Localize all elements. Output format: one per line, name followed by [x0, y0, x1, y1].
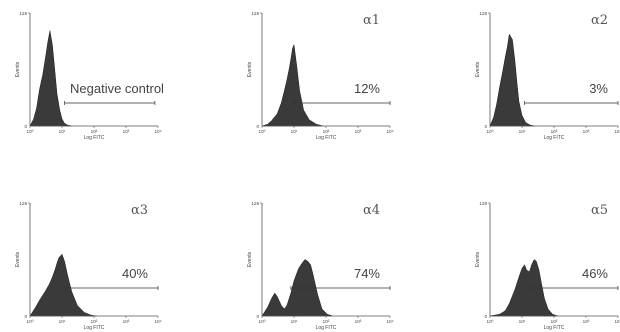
y-tick-label: 128 — [479, 201, 487, 206]
x-tick-label: 10² — [323, 129, 330, 134]
x-tick-label: 10¹ — [59, 319, 66, 324]
histogram-panel-4: 10⁰ 10¹ 10² 10³ 10⁴ 128 0 Log FITC Events 40% α3 — [15, 201, 162, 331]
x-tick-label: 10² — [551, 319, 558, 324]
x-tick-label: 10⁰ — [487, 319, 494, 324]
x-axis-title: Log FITC — [316, 325, 337, 331]
y-tick-label: 0 — [256, 314, 259, 319]
y-axis-title: Events — [15, 61, 21, 77]
panel-title: α2 — [591, 13, 608, 28]
x-tick-label: 10³ — [123, 319, 130, 324]
x-tick-label: 10² — [91, 319, 98, 324]
histogram-panel-2: 10⁰ 10¹ 10² 10³ 10⁴ 128 0 Log FITC Events 12% α1 — [247, 11, 394, 141]
panel-annotation: 74% — [354, 266, 380, 281]
x-axis-title: Log FITC — [544, 325, 565, 331]
x-tick-label: 10³ — [355, 129, 362, 134]
y-axis-title: Events — [475, 61, 481, 77]
x-tick-label: 10³ — [583, 129, 590, 134]
x-tick-label: 10⁴ — [614, 319, 620, 324]
y-axis-title: Events — [247, 251, 253, 267]
y-tick-label: 0 — [484, 124, 487, 129]
x-tick-label: 10¹ — [291, 129, 298, 134]
x-tick-label: 10⁴ — [386, 129, 393, 134]
y-axis-title: Events — [475, 251, 481, 267]
x-tick-label: 10³ — [583, 319, 590, 324]
panel-annotation: 46% — [582, 266, 608, 281]
x-tick-label: 10⁰ — [487, 129, 494, 134]
x-tick-label: 10⁴ — [614, 129, 620, 134]
x-tick-label: 10¹ — [291, 319, 298, 324]
y-tick-label: 128 — [479, 11, 487, 16]
x-tick-label: 10⁰ — [259, 129, 266, 134]
x-tick-label: 10² — [323, 319, 330, 324]
histogram-panel-3: 10⁰ 10¹ 10² 10³ 10⁴ 128 0 Log FITC Events 3% α2 — [475, 11, 620, 141]
y-tick-label: 0 — [24, 314, 27, 319]
y-axis-title: Events — [247, 61, 253, 77]
histogram-area — [489, 33, 535, 127]
panel-title: α4 — [363, 203, 380, 218]
y-tick-label: 128 — [19, 11, 27, 16]
x-tick-label: 10⁴ — [154, 319, 161, 324]
x-tick-label: 10⁰ — [259, 319, 266, 324]
panel-title: α3 — [131, 203, 148, 218]
panel-annotation: 3% — [589, 81, 608, 96]
x-axis-title: Log FITC — [84, 135, 105, 141]
histogram-panel-5: 10⁰ 10¹ 10² 10³ 10⁴ 128 0 Log FITC Events 74% α4 — [247, 201, 394, 331]
x-axis-title: Log FITC — [84, 325, 105, 331]
x-tick-label: 10¹ — [59, 129, 66, 134]
x-tick-label: 10⁰ — [27, 319, 34, 324]
x-tick-label: 10¹ — [519, 319, 526, 324]
panel-annotation: 40% — [122, 266, 148, 281]
histogram-panel-6: 10⁰ 10¹ 10² 10³ 10⁴ 128 0 Log FITC Events 46% α5 — [475, 201, 620, 331]
panel-annotation: 12% — [354, 81, 380, 96]
x-tick-label: 10² — [551, 129, 558, 134]
y-tick-label: 0 — [256, 124, 259, 129]
x-tick-label: 10⁰ — [27, 129, 34, 134]
y-axis-title: Events — [15, 251, 21, 267]
y-tick-label: 128 — [251, 11, 259, 16]
histogram-area — [29, 253, 97, 317]
histogram-area — [29, 30, 72, 127]
histogram-panel-1: 10⁰ 10¹ 10² 10³ 10⁴ 128 0 Log FITC Events Negativ… — [15, 11, 164, 141]
y-tick-label: 128 — [251, 201, 259, 206]
panel-annotation: Negative control — [70, 81, 164, 96]
y-tick-label: 128 — [19, 201, 27, 206]
y-tick-label: 0 — [484, 314, 487, 319]
x-tick-label: 10¹ — [519, 129, 526, 134]
y-tick-label: 0 — [24, 124, 27, 129]
x-tick-label: 10⁴ — [154, 129, 161, 134]
panel-title: α1 — [363, 13, 380, 28]
panel-title: α5 — [591, 203, 608, 218]
x-tick-label: 10³ — [123, 129, 130, 134]
x-tick-label: 10² — [91, 129, 98, 134]
x-tick-label: 10⁴ — [386, 319, 393, 324]
x-axis-title: Log FITC — [316, 135, 337, 141]
x-tick-label: 10³ — [355, 319, 362, 324]
histogram-area — [261, 43, 323, 127]
histogram-area — [489, 259, 558, 317]
x-axis-title: Log FITC — [544, 135, 565, 141]
